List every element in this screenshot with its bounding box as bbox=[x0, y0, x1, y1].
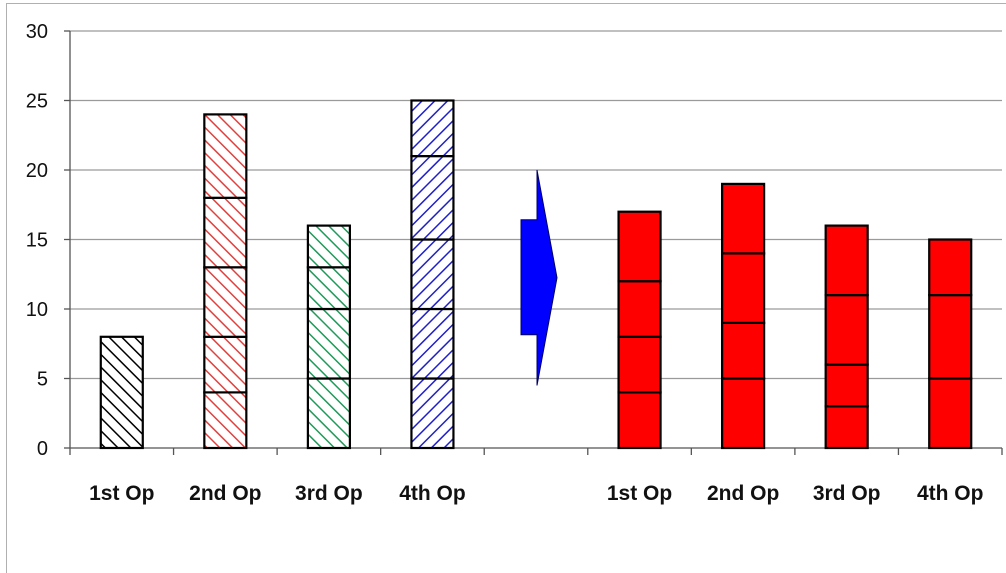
bar-segment bbox=[99, 335, 144, 450]
x-category-label: 3rd Op bbox=[295, 482, 363, 505]
bar-segment bbox=[306, 307, 351, 380]
x-category-label: 2nd Op bbox=[707, 482, 779, 505]
y-tick-label: 10 bbox=[26, 299, 48, 321]
bar-segment bbox=[617, 335, 662, 394]
x-category-label: 3rd Op bbox=[813, 482, 881, 505]
bar-segment bbox=[306, 377, 351, 450]
y-tick-label: 0 bbox=[37, 438, 48, 460]
bar-segment bbox=[203, 113, 248, 199]
bar-segment bbox=[824, 294, 869, 366]
y-tick-label: 5 bbox=[37, 369, 48, 391]
y-tick-label: 30 bbox=[26, 21, 48, 43]
bar-segment bbox=[410, 99, 455, 158]
bar-segment bbox=[203, 196, 248, 269]
bar-segment bbox=[617, 280, 662, 338]
x-category-label: 4th Op bbox=[917, 482, 984, 505]
bar-segment bbox=[824, 363, 869, 408]
bar-segment bbox=[410, 155, 455, 241]
bar-segment bbox=[928, 377, 973, 450]
transition-arrow bbox=[520, 169, 558, 386]
y-tick-label: 15 bbox=[26, 230, 48, 252]
bars bbox=[99, 99, 973, 450]
bar-segment bbox=[410, 238, 455, 311]
bar-segment bbox=[306, 266, 351, 311]
bar-segment bbox=[410, 377, 455, 450]
bar-segment bbox=[410, 307, 455, 380]
labels: 0 5 10 15 20 25 30 1st Op 2nd Op 3rd Op 4th Op 1st … bbox=[26, 21, 984, 505]
bar-segment bbox=[306, 224, 351, 269]
x-category-label: 2nd Op bbox=[189, 482, 261, 505]
bar-segment bbox=[617, 391, 662, 450]
bar-segment bbox=[824, 224, 869, 297]
y-tick-label: 20 bbox=[26, 160, 48, 182]
bar-segment bbox=[824, 405, 869, 450]
bar-segment bbox=[721, 377, 766, 450]
x-category-label: 1st Op bbox=[607, 482, 672, 505]
bar-segment bbox=[721, 252, 766, 324]
bar-segment bbox=[203, 391, 248, 450]
bar-segment bbox=[203, 335, 248, 394]
bar-segment bbox=[928, 238, 973, 297]
bar-segment bbox=[928, 294, 973, 380]
bar-segment bbox=[203, 266, 248, 338]
x-category-label: 1st Op bbox=[89, 482, 154, 505]
chart-frame bbox=[6, 3, 1006, 573]
x-category-label: 4th Op bbox=[399, 482, 466, 505]
bar-segment bbox=[721, 321, 766, 380]
bar-segment bbox=[617, 210, 662, 283]
y-tick-label: 25 bbox=[26, 91, 48, 113]
bar-segment bbox=[721, 182, 766, 255]
